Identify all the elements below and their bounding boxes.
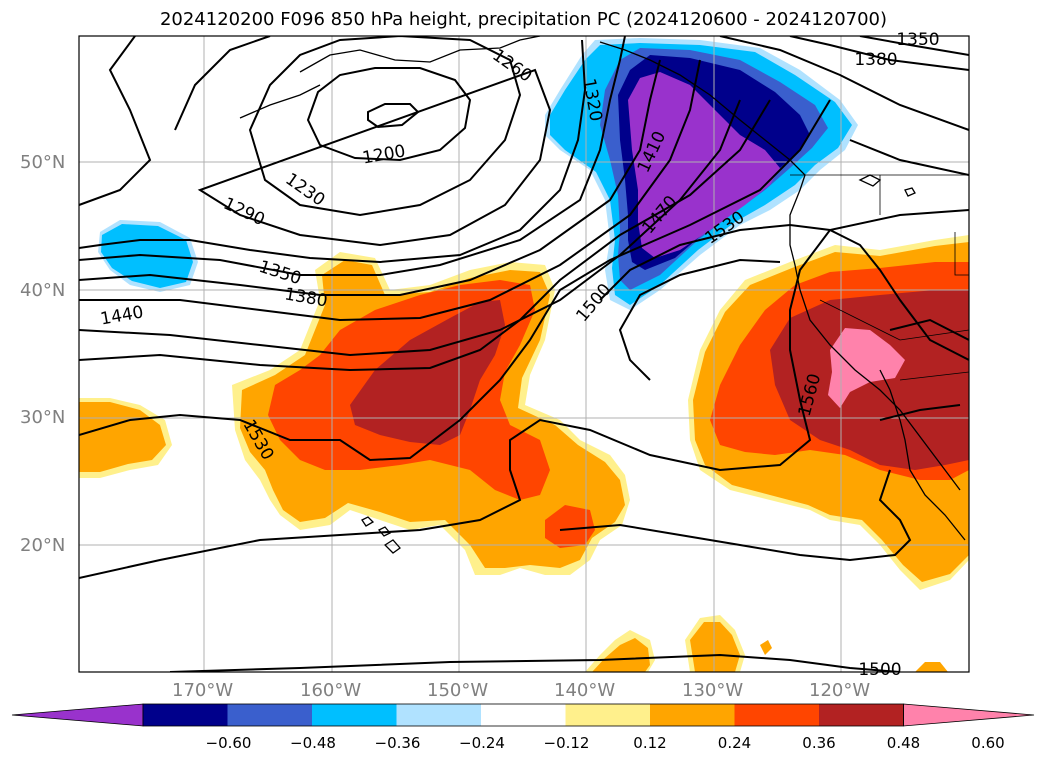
colorbar-tick-label: −0.36 — [374, 734, 421, 752]
coastlines — [239, 36, 966, 554]
colorbar-segment — [481, 704, 566, 726]
map-frame — [78, 35, 970, 673]
colorbar-segment — [819, 704, 904, 726]
lon-label-160w: 160°W — [300, 680, 362, 701]
anomaly-red-small — [545, 505, 595, 548]
colorbar-tick-label: −0.24 — [459, 734, 505, 752]
colorbar-tick-label: −0.60 — [205, 734, 252, 752]
colorbar-tick-label: 0.24 — [717, 734, 752, 752]
lat-label-50n: 50°N — [20, 152, 66, 173]
height-contours — [79, 36, 969, 672]
colorbar-segment — [143, 704, 228, 726]
lon-label-170w: 170°W — [172, 680, 234, 701]
map-title: 2024120200 F096 850 hPa height, precipit… — [159, 9, 888, 30]
colorbar-segment — [734, 704, 820, 726]
colorbar-segment — [312, 704, 397, 726]
lon-label-150w: 150°W — [427, 680, 489, 701]
colorbar-left-arrow — [11, 703, 144, 727]
anomaly-orange-south2 — [690, 622, 740, 672]
lat-label-30n: 30°N — [20, 407, 66, 428]
contour-label: 1500 — [858, 660, 902, 680]
colorbar-tick-label: −0.12 — [543, 734, 590, 752]
colorbar-outline — [142, 703, 904, 727]
colorbar-segment — [396, 704, 482, 726]
lat-label-40n: 40°N — [20, 280, 66, 301]
lon-label-130w: 130°W — [682, 680, 744, 701]
anomaly-pink-east — [828, 328, 905, 408]
anomaly-orange-south3 — [760, 640, 772, 655]
lat-label-20n: 20°N — [20, 535, 66, 556]
contour-label: 1350 — [896, 30, 940, 50]
colorbar-right-arrow — [903, 703, 1035, 727]
colorbar-tick-label: 0.36 — [802, 734, 836, 752]
contour-label: 1380 — [854, 50, 898, 70]
colorbar — [11, 703, 1035, 727]
colorbar-segment — [565, 704, 651, 726]
borders — [790, 174, 969, 381]
colorbar-segment — [227, 704, 313, 726]
anomaly-orange-south1 — [592, 638, 650, 672]
lon-label-120w: 120°W — [809, 680, 871, 701]
lon-label-140w: 140°W — [554, 680, 616, 701]
colorbar-tick-label: −0.48 — [290, 734, 336, 752]
anomaly-orange-south4 — [915, 662, 948, 672]
colorbar-tick-label: 0.48 — [886, 734, 921, 752]
anomaly-darkred-central — [350, 300, 505, 445]
colorbar-tick-label: 0.60 — [971, 734, 1005, 752]
colorbar-segment — [650, 704, 735, 726]
colorbar-tick-label: 0.12 — [633, 734, 667, 752]
